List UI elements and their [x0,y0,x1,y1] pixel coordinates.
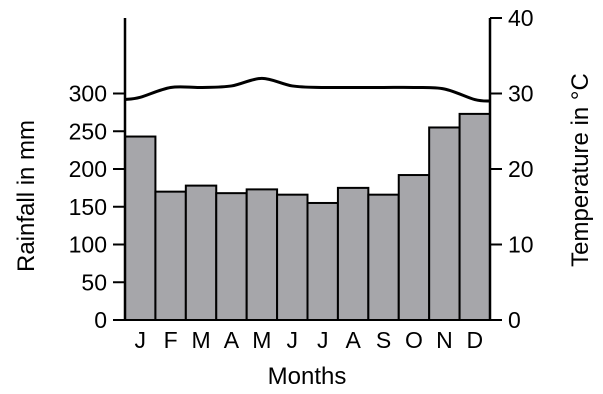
rainfall-bar [397,174,431,321]
rainfall-bars [124,112,492,322]
right-tick-label: 10 [508,232,534,258]
temperature-line-group [124,76,491,103]
rainfall-bar [458,112,492,322]
x-tick-label: M [191,327,210,353]
left-tick-label: 50 [81,269,107,295]
right-axis-ticks: 0 10 20 30 40 [490,5,534,333]
left-tick-label: 300 [69,81,107,107]
rainfall-bar [367,193,400,321]
x-tick-label: M [252,327,271,353]
rainfall-bar [154,190,187,321]
left-tick-label: 150 [69,194,107,220]
x-tick-label: J [317,327,329,353]
left-tick-label: 250 [69,118,107,144]
right-tick-label: 30 [508,81,534,107]
rainfall-bar [245,188,279,321]
right-tick-label: 0 [508,307,521,333]
rainfall-bar [124,135,157,321]
x-tick-label: F [164,327,178,353]
rainfall-bar [336,186,370,321]
rainfall-bar [184,184,218,321]
x-tick-label: A [224,327,240,353]
x-tick-label: S [376,327,391,353]
x-tick-label: A [345,327,361,353]
left-tick-label: 100 [69,232,107,258]
y2-axis-title: Temperature in °C [567,73,594,267]
left-axis-ticks: 0 50 100 150 200 250 300 [69,81,125,333]
y-axis-title: Rainfall in mm [13,120,40,272]
x-tick-label: J [287,327,299,353]
temperature-line [124,76,491,103]
x-tick-label: O [405,327,423,353]
left-tick-label: 0 [94,307,107,333]
x-tick-label: D [466,327,483,353]
rainfall-bar [215,192,248,321]
rainfall-bar [306,201,339,322]
right-tick-label: 40 [508,5,534,31]
right-tick-label: 20 [508,156,534,182]
x-axis-title: Months [268,363,347,390]
left-tick-label: 200 [69,156,107,182]
x-tick-label: J [134,327,146,353]
rainfall-bar [428,126,461,321]
rainfall-bar [276,193,309,321]
x-tick-label: N [436,327,453,353]
